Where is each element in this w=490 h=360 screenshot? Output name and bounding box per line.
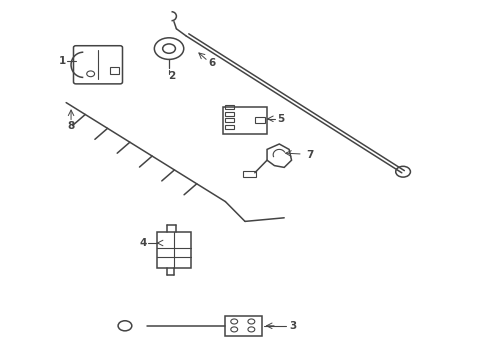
Text: 1: 1 — [59, 56, 66, 66]
Text: 5: 5 — [277, 114, 284, 124]
Bar — [225, 105, 234, 109]
Text: 4: 4 — [140, 238, 147, 248]
Text: 6: 6 — [208, 58, 216, 68]
Bar — [243, 171, 256, 177]
Text: 3: 3 — [289, 321, 296, 331]
Bar — [223, 107, 267, 134]
Bar — [225, 316, 262, 336]
Bar — [110, 67, 119, 74]
Bar — [157, 232, 191, 268]
Bar — [225, 118, 234, 122]
Text: 7: 7 — [306, 150, 314, 160]
Bar — [225, 112, 234, 116]
Text: 8: 8 — [68, 121, 74, 131]
Text: 2: 2 — [168, 71, 175, 81]
Bar — [255, 117, 265, 123]
Bar — [225, 125, 234, 129]
